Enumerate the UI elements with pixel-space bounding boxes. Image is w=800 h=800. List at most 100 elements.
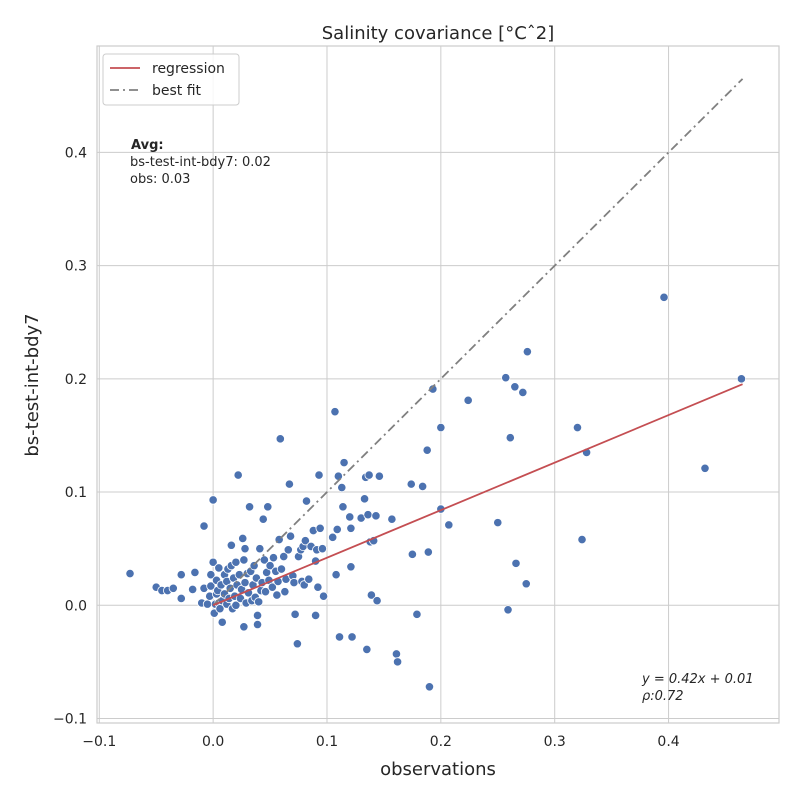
data-point <box>423 547 433 557</box>
data-point <box>280 587 290 597</box>
data-point <box>208 495 218 505</box>
data-point <box>406 479 416 489</box>
x-tick-label: 0.4 <box>657 734 679 750</box>
data-point <box>279 551 289 562</box>
data-point <box>510 382 520 392</box>
data-point <box>387 514 397 524</box>
data-point <box>214 563 224 573</box>
data-point <box>366 590 376 600</box>
plot-frame <box>96 45 780 724</box>
data-point <box>313 582 323 592</box>
legend-regression-label: regression <box>152 61 225 77</box>
data-point <box>289 578 299 588</box>
data-point <box>263 502 273 512</box>
data-point <box>334 632 345 642</box>
data-point <box>659 292 669 302</box>
data-point <box>332 524 342 535</box>
data-point <box>304 574 314 584</box>
data-point <box>199 521 209 531</box>
data-point <box>328 532 338 542</box>
x-tick-label: 0.1 <box>316 734 338 750</box>
data-point <box>275 434 285 444</box>
x-tick-label: −0.1 <box>82 734 116 750</box>
legend: regression best fit <box>102 53 240 106</box>
data-point <box>255 544 265 554</box>
data-point <box>339 458 349 468</box>
data-point <box>239 555 249 565</box>
y-tick-label: 0.2 <box>65 372 87 388</box>
legend-best-fit-label: best fit <box>152 83 202 99</box>
data-point <box>285 531 296 541</box>
data-point <box>505 433 515 443</box>
data-point <box>700 463 710 473</box>
y-tick-label: 0.4 <box>65 145 87 161</box>
data-point <box>260 587 271 597</box>
regression-equation: y = 0.42x + 0.01 <box>641 672 754 687</box>
data-point <box>374 471 384 481</box>
data-point <box>283 545 293 555</box>
data-point <box>240 544 250 554</box>
data-point <box>577 534 587 545</box>
data-point <box>276 564 287 574</box>
data-point <box>331 570 341 580</box>
data-point <box>501 373 511 383</box>
data-point <box>436 422 446 433</box>
data-point <box>284 479 295 489</box>
data-point <box>168 583 178 593</box>
data-point <box>206 570 216 580</box>
data-point <box>188 584 198 595</box>
data-point <box>345 512 355 522</box>
data-point <box>268 553 279 563</box>
data-point <box>511 558 521 568</box>
data-point <box>226 540 236 550</box>
data-point <box>412 609 422 619</box>
data-point <box>422 445 432 455</box>
data-point <box>463 395 473 405</box>
x-tick-label: 0.0 <box>202 734 224 750</box>
avg-obs-value: obs: 0.03 <box>130 172 190 187</box>
data-point <box>239 622 249 632</box>
data-point <box>176 593 186 604</box>
data-point <box>392 657 403 667</box>
data-point <box>362 644 372 655</box>
regression-line <box>212 383 743 607</box>
data-point <box>317 544 328 554</box>
data-point <box>234 570 244 580</box>
data-point <box>359 494 370 504</box>
correlation-rho: ρ:0.72 <box>642 689 684 704</box>
data-point <box>424 682 435 692</box>
data-point <box>208 557 218 567</box>
data-point <box>333 471 343 481</box>
data-point <box>292 639 302 649</box>
data-point <box>254 597 264 607</box>
data-point <box>301 496 312 506</box>
data-point <box>572 422 583 433</box>
data-point <box>503 605 513 615</box>
data-point <box>252 619 263 630</box>
data-point <box>244 502 255 512</box>
data-point <box>407 549 417 559</box>
data-point <box>522 347 532 357</box>
data-point <box>330 407 340 417</box>
y-tick-labels: −0.1 0.0 0.1 0.2 0.3 0.4 <box>53 145 87 727</box>
data-point <box>337 482 347 493</box>
data-point <box>372 596 382 606</box>
best-fit-line <box>212 78 744 606</box>
x-axis-title: observations <box>380 759 496 780</box>
data-point <box>272 590 282 600</box>
avg-model-value: bs-test-int-bdy7: 0.02 <box>130 155 271 170</box>
data-point <box>371 511 381 521</box>
y-tick-label: −0.1 <box>53 711 87 727</box>
data-point <box>346 523 356 533</box>
data-point <box>176 570 186 580</box>
data-point <box>259 555 269 565</box>
data-point <box>206 581 216 591</box>
data-point <box>311 610 321 621</box>
data-point <box>518 387 528 398</box>
data-point <box>240 578 250 588</box>
data-point <box>521 579 531 589</box>
x-tick-label: 0.2 <box>430 734 452 750</box>
data-point <box>190 567 200 578</box>
data-point <box>338 502 348 512</box>
